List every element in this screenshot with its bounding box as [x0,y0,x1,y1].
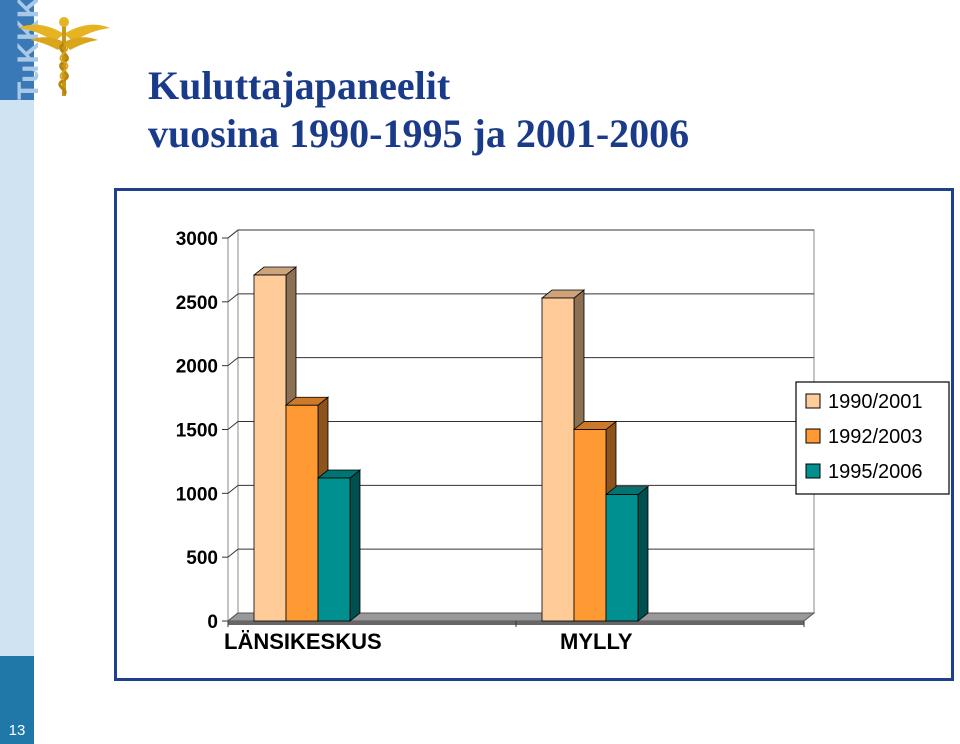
bar-side [349,469,361,622]
legend-label: 1990/2001 [828,391,923,413]
y-tick-label: 0 [207,612,218,633]
gridline-side [227,357,239,367]
legend-box [795,381,950,495]
y-tick-label: 1000 [176,484,218,505]
sidebar-stripe [0,100,34,656]
bar [253,274,287,622]
gridline-side [227,484,239,494]
chart-frame [114,188,954,681]
caduceus-emblem-icon [18,17,110,96]
sidebar-stripe-top [0,0,34,100]
legend-swatch [805,393,821,409]
legend-swatch [805,428,821,444]
legend-label: 1995/2006 [828,461,923,483]
bar [317,477,351,622]
slide-title-line-2: vuosina 1990-1995 ja 2001-2006 [148,111,690,156]
bar [541,297,575,622]
y-tick-label: 1500 [176,421,218,442]
bar-side [637,485,649,622]
bar [605,494,639,622]
y-tick-label: 3000 [176,229,218,250]
x-axis-categories: LÄNSIKESKUS MYLLY [224,621,805,654]
x-category-label: MYLLY [560,629,633,654]
y-tick-label: 2500 [176,293,218,314]
y-axis-ticks: 0 500 1000 1500 2000 2500 3000 [176,229,228,633]
legend-swatch [805,463,821,479]
bar [573,429,607,622]
page-number: 13 [8,722,26,739]
bar-chart: 0 500 1000 1500 2000 2500 3000 LÄNSIKESKUS MYLL… [176,228,950,654]
gridline-side [227,229,239,239]
y-tick-label: 500 [186,548,218,569]
gridline-side [227,293,239,303]
y-tick-label: 2000 [176,357,218,378]
slide-title-line-1: Kuluttajapaneelit [148,63,451,108]
sidebar-stripe-bottom [0,656,34,744]
slide-title: Kuluttajapaneelit vuosina 1990-1995 ja 2… [148,62,689,158]
chart-legend: 1990/2001 1992/2003 1995/2006 [795,381,950,495]
gridline-side [227,421,239,430]
legend-label: 1992/2003 [828,426,923,448]
chart-bars [252,266,650,622]
gridline-side [227,548,239,558]
x-category-label: LÄNSIKESKUS [224,629,382,654]
bar [285,404,319,622]
